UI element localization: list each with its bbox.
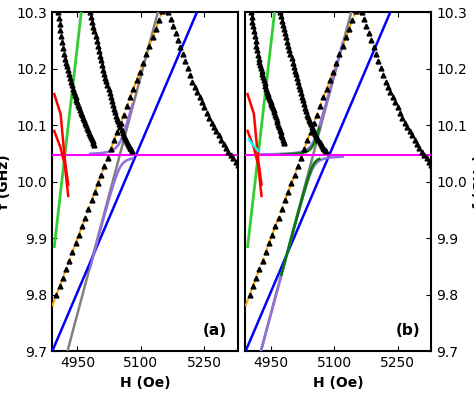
X-axis label: H (Oe): H (Oe) [313,376,364,390]
Y-axis label: f (GHz): f (GHz) [473,154,474,209]
Text: (a): (a) [203,323,227,338]
X-axis label: H (Oe): H (Oe) [120,376,170,390]
Y-axis label: f (GHz): f (GHz) [0,154,11,209]
Text: (b): (b) [396,323,420,338]
